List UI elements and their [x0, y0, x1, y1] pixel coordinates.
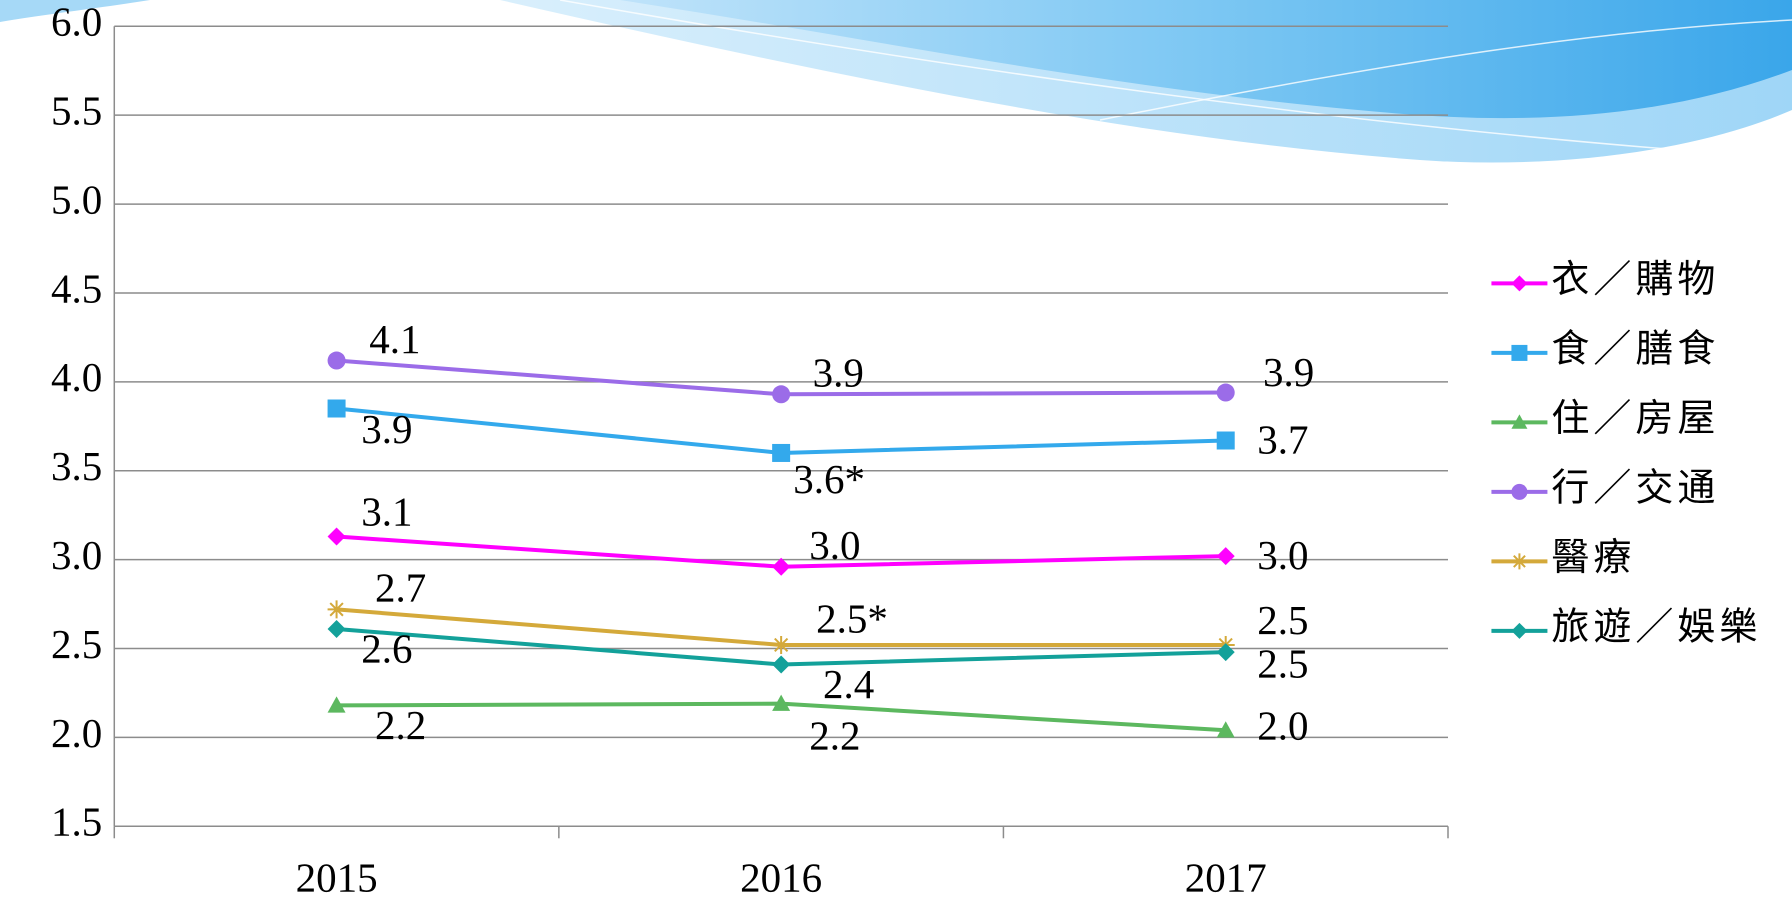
marker: [1511, 275, 1527, 291]
marker: [328, 600, 346, 618]
marker: [1217, 432, 1235, 450]
marker: [1217, 384, 1235, 402]
value-label: 2.5: [1257, 597, 1308, 643]
y-tick-label: 2.5: [51, 621, 102, 667]
y-tick-label: 4.5: [51, 265, 102, 311]
legend-item: 衣／購物: [1491, 259, 1719, 301]
value-label: 3.6*: [793, 456, 865, 502]
marker: [328, 620, 346, 638]
value-label: 2.0: [1257, 703, 1308, 749]
legend-label: 食／膳食: [1551, 329, 1719, 371]
value-label: 3.1: [361, 488, 412, 534]
value-label: 3.9: [361, 406, 412, 452]
value-label: 2.2: [375, 702, 426, 748]
y-tick-label: 4.0: [51, 354, 102, 400]
marker: [328, 528, 346, 546]
legend-item: 住／房屋: [1491, 398, 1719, 440]
value-label: 3.9: [813, 350, 864, 396]
value-label: 2.7: [375, 565, 426, 611]
legend-label: 住／房屋: [1551, 398, 1719, 440]
series: 2.2 2.2 2.0: [328, 695, 1309, 759]
marker: [772, 558, 790, 576]
marker: [772, 636, 790, 654]
legend-item: 旅遊／娛樂: [1491, 607, 1761, 649]
series: 4.1 3.9 3.9: [328, 316, 1315, 404]
marker: [772, 656, 790, 674]
marker: [1511, 553, 1527, 569]
legend-item: 行／交通: [1491, 468, 1719, 510]
background-decoration: [0, 0, 1792, 163]
marker: [328, 400, 346, 418]
y-tick-label: 5.5: [51, 88, 102, 134]
series: 3.9 3.6* 3.7: [328, 400, 1309, 503]
value-label: 3.7: [1257, 416, 1308, 462]
legend-item: 醫療: [1491, 537, 1635, 579]
x-tick-label: 2015: [296, 855, 378, 901]
marker: [772, 444, 790, 462]
x-tick-label: 2017: [1185, 855, 1267, 901]
value-label: 2.5: [1257, 640, 1308, 686]
legend-label: 醫療: [1551, 537, 1635, 579]
marker: [1217, 547, 1235, 565]
y-tick-label: 1.5: [51, 799, 102, 845]
x-tick-label: 2016: [740, 855, 822, 901]
y-tick-label: 6.0: [51, 0, 102, 45]
value-label: 2.6: [361, 625, 412, 671]
legend-item: 食／膳食: [1491, 329, 1719, 371]
marker: [328, 352, 346, 370]
value-label: 2.4: [823, 661, 874, 707]
y-tick-label: 3.0: [51, 532, 102, 578]
marker: [1511, 484, 1527, 500]
y-tick-label: 2.0: [51, 710, 102, 756]
legend-label: 旅遊／娛樂: [1551, 607, 1761, 649]
value-label: 4.1: [369, 316, 420, 362]
legend-label: 衣／購物: [1551, 259, 1719, 301]
y-tick-label: 5.0: [51, 176, 102, 222]
value-label: 2.5*: [816, 596, 888, 642]
value-label: 3.0: [809, 522, 860, 568]
page: {"chart_data": { "type": "line", "catego…: [0, 0, 1792, 903]
marker: [1511, 623, 1527, 639]
chart: 1.5 2.0 2.5 3.0 3.5 4.0 4.5 5.0 5.5 6.0 2015 2016 20…: [0, 0, 1792, 903]
marker: [1511, 345, 1527, 361]
marker: [772, 385, 790, 403]
y-tick-label: 3.5: [51, 443, 102, 489]
value-label: 2.2: [809, 713, 860, 759]
value-label: 3.9: [1263, 349, 1314, 395]
legend-label: 行／交通: [1551, 468, 1719, 510]
value-label: 3.0: [1257, 532, 1308, 578]
